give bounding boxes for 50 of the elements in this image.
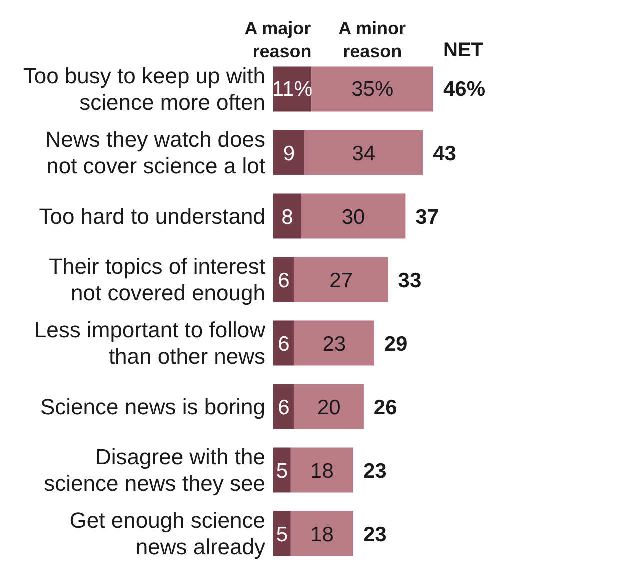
data-label: 23 bbox=[322, 332, 346, 356]
total-label: 23 bbox=[364, 460, 387, 483]
y-tick-label: Science news is boring bbox=[40, 394, 266, 420]
bar bbox=[294, 384, 364, 430]
y-tick-label: Too hard to understand bbox=[39, 204, 266, 229]
bar bbox=[312, 66, 434, 112]
y-tick-label: Less important to follow than other news bbox=[34, 318, 266, 369]
bar bbox=[274, 384, 294, 430]
text: NET bbox=[444, 39, 484, 62]
y-tick-label: Disagree with the science news they see bbox=[44, 444, 266, 496]
data-label: 6 bbox=[278, 269, 290, 292]
bar bbox=[294, 320, 374, 366]
series-label: A minor reason bbox=[338, 18, 406, 62]
data-label: 27 bbox=[330, 269, 354, 292]
data-label: 20 bbox=[317, 396, 341, 420]
bar bbox=[290, 448, 354, 493]
total-label: 23 bbox=[364, 523, 387, 546]
data-label: 34 bbox=[352, 142, 376, 166]
bar bbox=[304, 130, 424, 176]
data-label: 8 bbox=[282, 206, 294, 229]
total-label: 33 bbox=[398, 269, 422, 292]
data-label: 30 bbox=[342, 206, 366, 229]
bar bbox=[294, 257, 388, 302]
data-label: 35% bbox=[352, 78, 394, 101]
total-label: 29 bbox=[384, 332, 408, 356]
total-label: 26 bbox=[374, 396, 398, 420]
data-label: 18 bbox=[310, 460, 334, 483]
y-tick-label: News they watch does not cover science a lot bbox=[45, 127, 266, 178]
bar bbox=[274, 448, 291, 493]
y-tick-label: Get enough science news already bbox=[70, 508, 266, 560]
y-tick-label: Their topics of interest not covered enough bbox=[49, 254, 266, 306]
data-label: 6 bbox=[278, 396, 290, 420]
data-label: 5 bbox=[276, 523, 288, 546]
total-label: 46% bbox=[444, 78, 486, 101]
data-label: 6 bbox=[278, 332, 290, 356]
data-label: 9 bbox=[283, 142, 295, 166]
series-label: A major reason bbox=[244, 18, 312, 62]
bar bbox=[274, 320, 294, 366]
bar bbox=[290, 511, 354, 556]
bar bbox=[274, 257, 294, 302]
y-tick-label: Too busy to keep up with science more often bbox=[23, 64, 266, 115]
total-label: 43 bbox=[433, 142, 456, 166]
total-label: 37 bbox=[416, 206, 440, 229]
bar bbox=[274, 130, 305, 176]
bar bbox=[274, 511, 291, 556]
data-label: 11% bbox=[272, 78, 313, 101]
bar bbox=[301, 194, 406, 239]
bar bbox=[274, 194, 302, 239]
data-label: 5 bbox=[276, 460, 288, 483]
data-label: 18 bbox=[310, 523, 334, 546]
